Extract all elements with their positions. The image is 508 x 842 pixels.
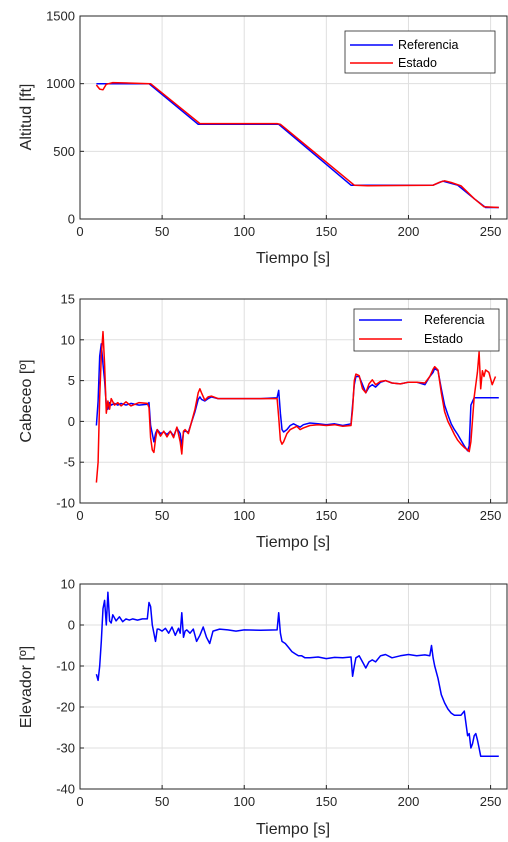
x-tick-label: 100 [233,224,255,239]
plot-area [80,584,507,789]
x-tick-label: 150 [315,224,337,239]
series-layer [95,591,499,757]
panel-altitud: 0 50 100 150 200 250 0 500 1000 1500 Tiempo [s] A… [18,9,508,267]
legend-label-estado: Estado [424,332,463,346]
x-tick-label: 250 [480,508,502,523]
x-tick-label: 50 [155,794,169,809]
x-tick-label: 50 [155,224,169,239]
tick-labels: 0 50 100 150 200 250 -40 -30 -20 -10 0 10 [56,577,501,810]
x-tick-label: 100 [233,508,255,523]
x-tick-label: 100 [233,794,255,809]
y-tick-label: 0 [68,212,75,227]
y-tick-label: 1500 [46,9,75,24]
x-tick-label: 50 [155,508,169,523]
y-tick-label: 15 [61,292,75,307]
series-line-estado [95,81,499,209]
x-axis-label: Tiempo [s] [256,821,330,838]
y-tick-label: -10 [56,659,75,674]
legend: Referencia Estado [353,308,500,352]
x-axis-label: Tiempo [s] [256,250,330,267]
legend-label-estado: Estado [398,56,437,70]
x-tick-label: 250 [480,794,502,809]
y-tick-label: 0 [68,414,75,429]
legend-box [353,308,500,352]
plot-frame [79,298,508,504]
x-tick-label: 0 [76,794,83,809]
x-tick-label: 150 [315,794,337,809]
grid-lines [80,584,507,789]
y-axis-label: Cabeceo [º] [18,359,35,442]
legend-label-referencia: Referencia [424,313,484,327]
y-tick-label: -20 [56,700,75,715]
y-tick-label: 5 [68,373,75,388]
y-tick-label: -5 [63,455,75,470]
y-tick-label: -40 [56,782,75,797]
y-tick-label: -30 [56,741,75,756]
legend-label-referencia: Referencia [398,38,458,52]
legend: Referencia Estado [344,30,496,74]
series-line [95,591,499,757]
series-line-estado [95,330,497,483]
x-tick-label: 0 [76,224,83,239]
y-axis-label: Elevador [º] [18,646,35,728]
series-layer [95,330,499,483]
y-tick-label: 10 [61,332,75,347]
tick-labels: 0 50 100 150 200 250 0 500 1000 1500 [46,9,501,240]
legend-box [344,30,496,74]
y-tick-label: -10 [56,496,75,511]
x-tick-label: 200 [398,508,420,523]
y-axis-label: Altitud [ft] [18,84,35,151]
y-tick-label: 500 [53,144,75,159]
y-tick-label: 0 [68,618,75,633]
panel-elevador: 0 50 100 150 200 250 -40 -30 -20 -10 0 10 Tiempo [s… [18,577,508,838]
x-tick-label: 250 [480,224,502,239]
plot-frame [79,583,508,790]
x-tick-label: 150 [315,508,337,523]
x-tick-label: 200 [398,224,420,239]
series-layer [95,81,499,209]
x-tick-label: 200 [398,794,420,809]
y-tick-label: 10 [61,577,75,592]
panel-cabeceo: 0 50 100 150 200 250 -10 -5 0 5 10 15 Tiempo [s] Ca… [18,292,508,551]
y-tick-label: 1000 [46,76,75,91]
plot-frame [79,15,508,220]
x-tick-label: 0 [76,508,83,523]
x-axis-label: Tiempo [s] [256,534,330,551]
tick-labels: 0 50 100 150 200 250 -10 -5 0 5 10 15 [56,292,501,524]
